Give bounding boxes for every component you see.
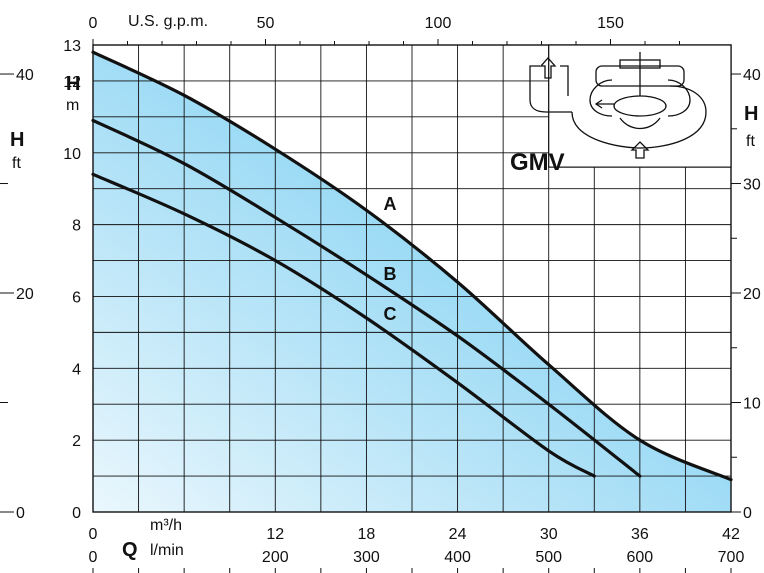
y-left-tick-label: 2 xyxy=(72,433,81,450)
y-right-tick-label: 0 xyxy=(743,505,752,522)
y-axis-left-label: H xyxy=(66,73,80,95)
x-secondary-tick-label: 700 xyxy=(718,549,745,566)
series-label-a: A xyxy=(384,194,397,214)
x-primary-tick-label: 24 xyxy=(449,526,467,543)
x-axis-label: Q xyxy=(122,539,138,561)
top-axis-unit: U.S. g.p.m. xyxy=(128,13,208,30)
series-line-b xyxy=(91,118,642,478)
x-primary-tick-label: 12 xyxy=(266,526,284,543)
y-left-tick-label: 12 xyxy=(63,74,81,91)
y-far-left-tick-label: 20 xyxy=(16,286,34,303)
top-axis-tick-label: 50 xyxy=(257,15,275,32)
series-line-a xyxy=(91,50,733,482)
y-left-tick-label: 0 xyxy=(72,505,81,522)
x-secondary-tick-label: 400 xyxy=(444,549,471,566)
y-axis-far-left-label: H xyxy=(10,129,24,151)
x-axis-secondary-unit: l/min xyxy=(150,542,184,559)
series-label-c: C xyxy=(384,304,397,324)
y-axis-right-label: H xyxy=(744,103,758,125)
model-label: GMV xyxy=(510,149,565,176)
series: A BC xyxy=(91,50,733,482)
x-primary-tick-label: 42 xyxy=(722,526,740,543)
top-axis-tick-label: 150 xyxy=(597,15,624,32)
y-left-tick-label: 6 xyxy=(72,289,81,306)
y-left-tick-label: 4 xyxy=(72,361,81,378)
x-primary-tick-label: 0 xyxy=(89,526,98,543)
y-right-tick-label: 40 xyxy=(743,67,761,84)
y-left-tick-label: 8 xyxy=(72,218,81,235)
top-axis-tick-label: 100 xyxy=(425,15,452,32)
x-axis-primary-unit: m³/h xyxy=(150,517,182,534)
x-secondary-tick-label: 600 xyxy=(627,549,654,566)
y-axis-far-left-unit: ft xyxy=(12,155,21,172)
y-far-left-tick-label: 0 xyxy=(16,505,25,522)
x-secondary-tick-label: 0 xyxy=(89,549,98,566)
x-primary-tick-label: 18 xyxy=(358,526,376,543)
x-secondary-tick-label: 300 xyxy=(353,549,380,566)
x-secondary-tick-label: 200 xyxy=(262,549,289,566)
top-axis-tick-label: 0 xyxy=(89,15,98,32)
y-right-tick-label: 20 xyxy=(743,286,761,303)
series-label-b: B xyxy=(384,264,397,284)
y-axis-left-unit: m xyxy=(66,97,79,114)
y-right-tick-label: 30 xyxy=(743,177,761,194)
x-primary-tick-label: 30 xyxy=(540,526,558,543)
y-far-left-tick-label: 40 xyxy=(16,67,34,84)
x-primary-tick-label: 36 xyxy=(631,526,649,543)
y-axis-right-unit: ft xyxy=(746,133,755,150)
pump-icon xyxy=(529,52,707,159)
y-left-tick-label: 13 xyxy=(63,38,81,55)
x-secondary-tick-label: 500 xyxy=(535,549,562,566)
plot-frame xyxy=(92,44,732,513)
series-line-c xyxy=(91,172,596,478)
pump-diagram-inset: GMV xyxy=(510,44,732,176)
y-right-tick-label: 10 xyxy=(743,396,761,413)
y-left-tick-label: 10 xyxy=(63,146,81,163)
